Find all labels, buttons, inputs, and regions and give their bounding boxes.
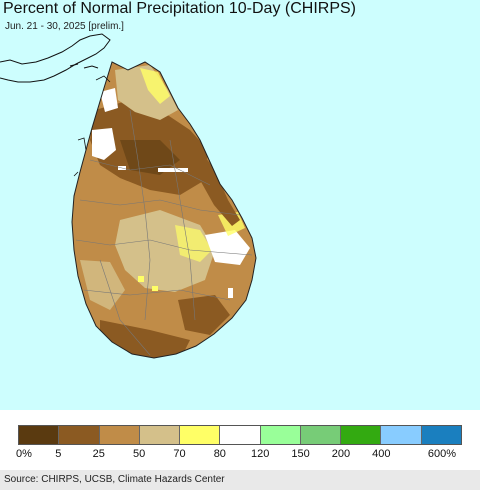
legend-label: 50 [132,448,146,460]
map-frame: Percent of Normal Precipitation 10-Day (… [0,0,480,410]
legend-label: 120 [250,448,270,460]
legend-swatch [260,426,301,444]
legend-label: 70 [173,448,186,460]
legend-label: 600% [427,448,457,460]
precipitation-map [0,33,257,359]
legend-swatch [341,426,382,444]
legend-swatch [180,426,221,444]
color-legend [18,425,462,445]
map-subtitle: Jun. 21 - 30, 2025 [prelim.] [5,21,124,32]
legend-swatch [59,426,100,444]
legend-label: 150 [291,448,310,460]
island-precip-fields [72,62,256,358]
island-coastline [71,61,257,359]
legend-label: 5 [55,448,62,460]
legend-swatch [220,426,261,444]
legend-swatch [19,426,60,444]
legend-label: 0% [16,448,32,460]
west-islets [73,75,111,177]
legend-swatch [99,426,140,444]
legend-swatch [421,426,461,444]
legend-swatch [300,426,342,444]
legend-label: 200 [331,448,351,460]
legend-label: 25 [92,448,105,460]
legend-swatch [139,426,181,444]
legend-swatch [381,426,422,444]
district-boundaries [75,109,253,356]
legend-labels: 0% 5 25 50 70 80 120 150 200 400 600% [0,448,480,462]
legend-label: 80 [213,448,226,460]
legend-label: 400 [372,448,391,460]
india-coast [0,33,111,83]
map-title: Percent of Normal Precipitation 10-Day (… [3,0,357,17]
source-credit: Source: CHIRPS, UCSB, Climate Hazards Ce… [0,470,480,490]
adams-bridge-islets [69,63,99,69]
